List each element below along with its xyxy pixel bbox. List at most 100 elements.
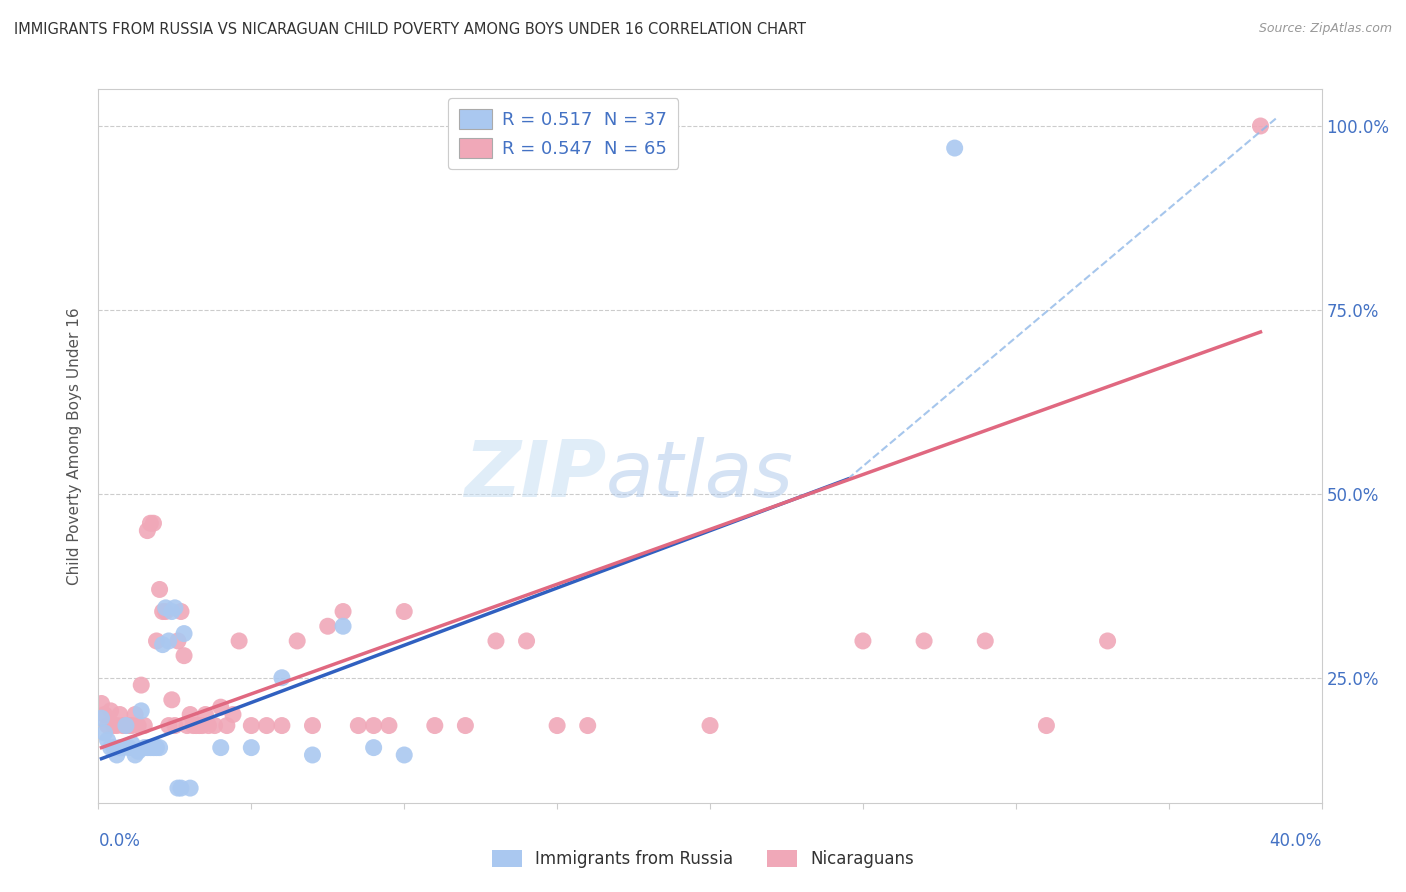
Point bbox=[454, 718, 477, 732]
Point bbox=[176, 718, 198, 732]
Point bbox=[912, 634, 935, 648]
Point bbox=[90, 697, 112, 711]
Point bbox=[191, 718, 214, 732]
Point bbox=[316, 619, 339, 633]
Point bbox=[516, 634, 538, 648]
Point bbox=[179, 707, 201, 722]
Point bbox=[90, 711, 112, 725]
Point bbox=[115, 718, 138, 732]
Point bbox=[100, 740, 122, 755]
Point bbox=[378, 718, 401, 732]
Point bbox=[209, 700, 232, 714]
Point bbox=[160, 605, 183, 619]
Point bbox=[142, 516, 165, 531]
Point bbox=[127, 718, 149, 732]
Point bbox=[115, 718, 138, 732]
Legend: Immigrants from Russia, Nicaraguans: Immigrants from Russia, Nicaraguans bbox=[485, 843, 921, 875]
Point bbox=[576, 718, 599, 732]
Point bbox=[181, 718, 204, 732]
Point bbox=[347, 718, 370, 732]
Point bbox=[105, 747, 128, 762]
Point bbox=[118, 740, 141, 755]
Point bbox=[197, 718, 219, 732]
Text: 40.0%: 40.0% bbox=[1270, 832, 1322, 850]
Point bbox=[363, 718, 385, 732]
Point bbox=[97, 733, 120, 747]
Point bbox=[149, 582, 172, 597]
Point bbox=[129, 678, 152, 692]
Point bbox=[332, 619, 354, 633]
Point bbox=[699, 718, 721, 732]
Point bbox=[173, 626, 195, 640]
Point bbox=[100, 704, 122, 718]
Y-axis label: Child Poverty Among Boys Under 16: Child Poverty Among Boys Under 16 bbox=[67, 307, 83, 585]
Point bbox=[152, 638, 174, 652]
Point bbox=[97, 718, 120, 732]
Point bbox=[170, 781, 193, 796]
Point bbox=[188, 718, 211, 732]
Point bbox=[155, 605, 177, 619]
Point bbox=[270, 718, 292, 732]
Point bbox=[170, 605, 193, 619]
Point bbox=[285, 634, 308, 648]
Text: 0.0%: 0.0% bbox=[98, 832, 141, 850]
Point bbox=[485, 634, 508, 648]
Point bbox=[93, 707, 115, 722]
Point bbox=[204, 718, 226, 732]
Point bbox=[546, 718, 568, 732]
Point bbox=[124, 747, 146, 762]
Point bbox=[228, 634, 250, 648]
Point bbox=[209, 740, 232, 755]
Point bbox=[134, 718, 156, 732]
Text: atlas: atlas bbox=[606, 436, 794, 513]
Point bbox=[974, 634, 997, 648]
Point bbox=[256, 718, 278, 732]
Point bbox=[222, 707, 245, 722]
Point bbox=[93, 726, 115, 740]
Point bbox=[1097, 634, 1119, 648]
Point bbox=[139, 516, 162, 531]
Point bbox=[301, 718, 323, 732]
Point bbox=[392, 605, 416, 619]
Point bbox=[301, 747, 323, 762]
Point bbox=[108, 707, 131, 722]
Point bbox=[363, 740, 385, 755]
Point bbox=[167, 634, 190, 648]
Point bbox=[142, 740, 165, 755]
Point bbox=[852, 634, 875, 648]
Point bbox=[105, 718, 128, 732]
Point bbox=[145, 634, 167, 648]
Point bbox=[108, 740, 131, 755]
Legend: R = 0.517  N = 37, R = 0.547  N = 65: R = 0.517 N = 37, R = 0.547 N = 65 bbox=[449, 98, 678, 169]
Point bbox=[139, 740, 162, 755]
Point bbox=[136, 740, 159, 755]
Point bbox=[103, 740, 125, 755]
Point bbox=[186, 718, 208, 732]
Point bbox=[215, 718, 238, 732]
Point bbox=[152, 605, 174, 619]
Point bbox=[157, 634, 180, 648]
Text: Source: ZipAtlas.com: Source: ZipAtlas.com bbox=[1258, 22, 1392, 36]
Point bbox=[423, 718, 446, 732]
Point bbox=[173, 648, 195, 663]
Point bbox=[240, 718, 263, 732]
Point bbox=[160, 693, 183, 707]
Point bbox=[118, 718, 141, 732]
Point bbox=[1249, 119, 1271, 133]
Point bbox=[163, 600, 186, 615]
Point bbox=[167, 781, 190, 796]
Point bbox=[129, 704, 152, 718]
Point bbox=[121, 718, 143, 732]
Point bbox=[1035, 718, 1057, 732]
Point bbox=[111, 718, 134, 732]
Point bbox=[149, 740, 172, 755]
Point bbox=[332, 605, 354, 619]
Point bbox=[194, 707, 217, 722]
Point bbox=[136, 524, 159, 538]
Point bbox=[134, 740, 156, 755]
Point bbox=[127, 744, 149, 758]
Point bbox=[240, 740, 263, 755]
Point bbox=[179, 781, 201, 796]
Point bbox=[121, 737, 143, 751]
Point bbox=[943, 141, 966, 155]
